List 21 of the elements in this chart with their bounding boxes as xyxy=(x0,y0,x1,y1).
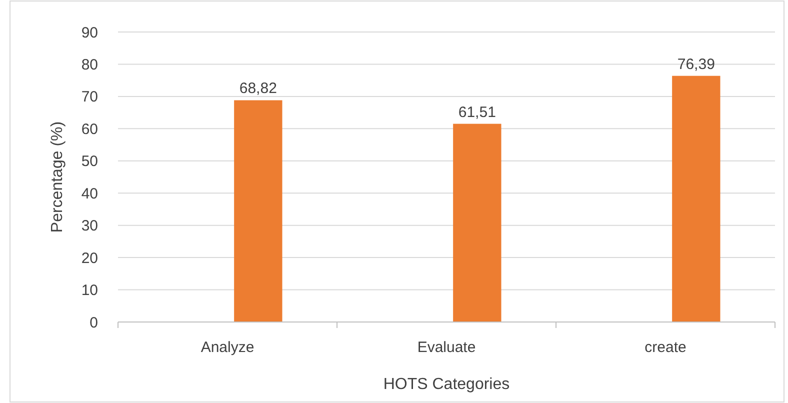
y-tick-label: 30 xyxy=(81,218,98,235)
y-axis-title: Percentage (%) xyxy=(49,121,66,233)
x-tick-label: Analyze xyxy=(200,339,254,356)
y-tick-label: 50 xyxy=(81,153,98,170)
y-tick-label: 70 xyxy=(81,88,98,106)
data-label: 61,51 xyxy=(458,104,496,121)
bar xyxy=(234,100,282,322)
data-label: 68,82 xyxy=(239,80,277,98)
y-tick-label: 40 xyxy=(81,185,98,202)
y-tick-label: 10 xyxy=(81,282,98,300)
bar xyxy=(453,124,502,322)
y-tick-label: 0 xyxy=(90,314,98,332)
data-label: 76,39 xyxy=(677,56,715,73)
bar xyxy=(672,76,720,322)
x-axis-title: HOTS Categories xyxy=(383,376,510,393)
y-tick-label: 20 xyxy=(81,250,98,267)
y-tick-label: 90 xyxy=(81,24,98,42)
x-tick-label: Evaluate xyxy=(417,339,476,356)
x-tick-label: create xyxy=(644,339,686,356)
y-tick-label: 80 xyxy=(81,56,98,74)
y-tick-label: 60 xyxy=(81,120,98,138)
